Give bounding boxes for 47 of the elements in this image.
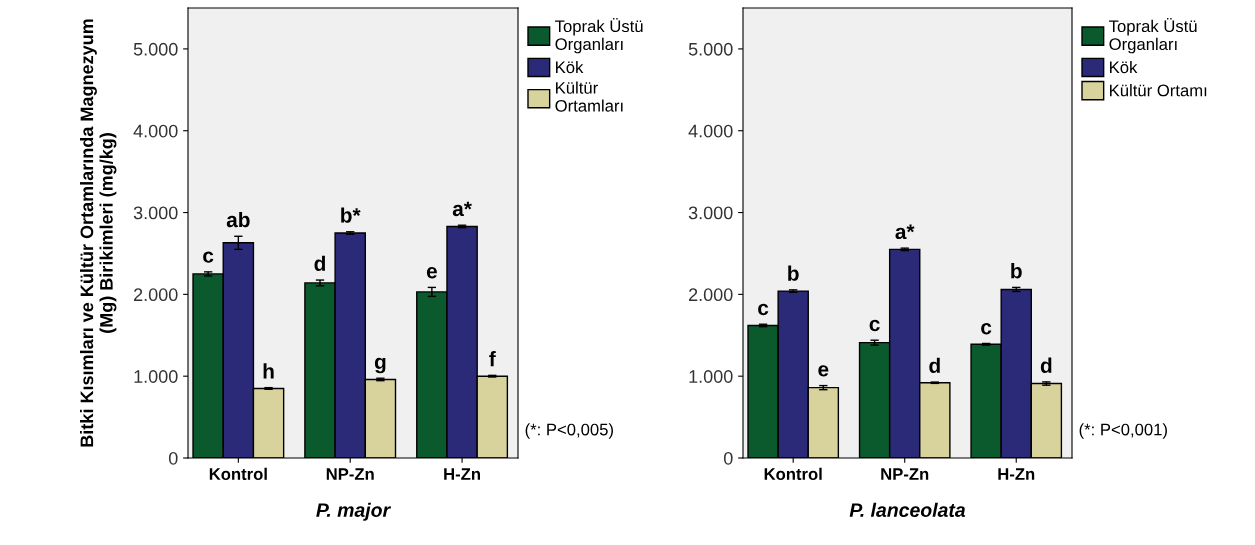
- y-tick-label: 4.000: [688, 124, 733, 138]
- y-tick-label: 5.000: [688, 42, 733, 56]
- x-tick-label: NP-Zn: [881, 468, 929, 480]
- data-label: g: [374, 357, 386, 374]
- legend-label: Toprak Üstü Organları: [555, 18, 643, 54]
- x-tick-label: H-Zn: [444, 468, 481, 480]
- y-axis-title: Bitki Kısımları ve Kültür Ortamlarında Magnezyum (Mg) Birikimleri (mg/kg): [80, 19, 117, 447]
- legend-label: Toprak Üstü Organları: [1109, 18, 1197, 54]
- x-tick-label: Kontrol: [764, 467, 822, 480]
- data-label: b: [788, 265, 799, 281]
- data-label: ab: [226, 211, 250, 228]
- data-label: b: [1011, 263, 1022, 279]
- data-label: h: [263, 363, 274, 379]
- data-label: e: [426, 266, 437, 279]
- y-tick-label: 1.000: [689, 370, 733, 383]
- data-label: d: [314, 255, 325, 272]
- data-label: e: [818, 365, 829, 377]
- y-tick-label: 3.000: [133, 206, 178, 220]
- y-tick-label: 3.000: [688, 206, 733, 220]
- data-label: a*: [895, 224, 915, 240]
- data-label: f: [489, 351, 496, 367]
- data-label: c: [869, 319, 880, 332]
- x-tick-label: NP-Zn: [326, 468, 374, 480]
- legend-label: Kültür Ortamı: [1110, 84, 1207, 97]
- y-tick-label: 4.000: [133, 124, 178, 138]
- legend-label: Kültür Ortamları: [555, 81, 623, 112]
- data-label: d: [929, 357, 940, 374]
- legend-label: Kök: [1110, 60, 1138, 74]
- data-label: c: [758, 303, 769, 316]
- y-tick-label: 5.000: [133, 42, 178, 56]
- y-tick-label: 0: [723, 451, 733, 465]
- y-tick-label: 0: [168, 451, 178, 465]
- y-tick-label: 2.000: [134, 288, 178, 302]
- text: (*: P<0,001): [1079, 423, 1167, 439]
- data-label: b*: [341, 207, 361, 223]
- y-tick-label: 2.000: [689, 288, 733, 302]
- x-axis-title: P. lanceolata: [849, 502, 966, 517]
- x-tick-label: H-Zn: [998, 468, 1035, 480]
- x-tick-label: Kontrol: [209, 467, 267, 480]
- data-label: c: [203, 251, 214, 263]
- x-axis-title: P. major: [316, 502, 391, 521]
- data-label: d: [1040, 357, 1052, 373]
- data-label: a*: [452, 201, 472, 217]
- text: (*: P<0,005): [525, 423, 613, 439]
- y-tick-label: 1.000: [134, 370, 178, 383]
- data-label: c: [981, 323, 992, 335]
- legend-label: Kök: [556, 60, 584, 74]
